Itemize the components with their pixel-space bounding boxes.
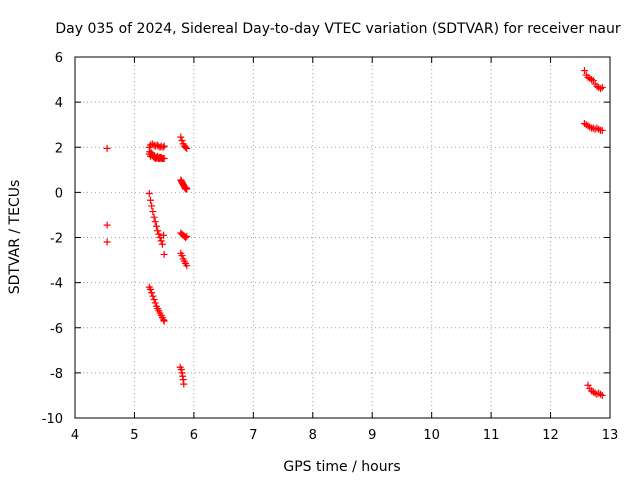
data-point — [150, 213, 158, 221]
data-point — [149, 292, 157, 300]
y-tick-label: 0 — [55, 186, 63, 201]
x-tick-label: 10 — [423, 428, 440, 443]
data-point — [151, 218, 159, 226]
series-cluster-5.8-d — [177, 249, 191, 270]
grid-lines — [75, 57, 610, 418]
x-tick-label: 12 — [542, 428, 559, 443]
data-point — [178, 252, 186, 260]
data-point — [183, 185, 191, 193]
y-tick-label: 6 — [55, 51, 63, 66]
x-tick-label: 7 — [249, 428, 257, 443]
data-point — [584, 381, 592, 389]
data-point — [155, 230, 163, 238]
x-tick-labels: 4 5 6 7 8 9 10 11 12 13 — [71, 428, 618, 443]
series-isolated-early — [103, 144, 111, 246]
series-cluster-12.7-b — [580, 120, 606, 134]
y-tick-label: -4 — [50, 277, 63, 292]
data-point — [160, 231, 168, 239]
data-point — [158, 155, 166, 163]
data-point — [151, 299, 159, 307]
x-tick-label: 4 — [71, 428, 79, 443]
x-tick-label: 5 — [130, 428, 138, 443]
y-tick-label: -6 — [50, 322, 63, 337]
y-tick-label: -2 — [50, 232, 63, 247]
data-point — [148, 202, 156, 210]
data-points — [103, 67, 606, 399]
y-tick-label: -8 — [50, 367, 63, 382]
series-cluster-5.8-a — [177, 133, 191, 152]
data-point — [159, 143, 167, 151]
series-cluster-5.8-c — [177, 229, 191, 241]
data-point — [596, 390, 604, 398]
data-point — [150, 296, 158, 304]
x-axis-label: GPS time / hours — [283, 459, 400, 475]
data-point — [160, 142, 168, 150]
data-point — [148, 289, 156, 297]
plot-frame — [74, 56, 611, 419]
data-point — [183, 262, 191, 270]
data-point — [598, 83, 606, 91]
x-tick-label: 8 — [309, 428, 317, 443]
data-point — [145, 190, 153, 198]
data-point — [149, 208, 157, 216]
series-cluster-5.8-e — [176, 363, 188, 388]
data-point — [183, 144, 191, 152]
data-point — [595, 125, 603, 133]
data-point — [160, 250, 168, 258]
data-point — [160, 317, 168, 325]
x-tick-label: 11 — [483, 428, 500, 443]
data-point — [182, 143, 190, 151]
data-point — [152, 222, 160, 230]
data-point — [180, 380, 188, 388]
data-point — [103, 221, 111, 229]
data-point — [158, 240, 166, 248]
y-axis-label: SDTVAR / TECUs — [7, 180, 23, 295]
x-tick-label: 9 — [368, 428, 376, 443]
data-point — [146, 196, 154, 204]
y-tick-label: 2 — [55, 141, 63, 156]
data-point — [182, 234, 190, 241]
data-point — [154, 227, 162, 235]
y-tick-label: -10 — [42, 412, 63, 427]
x-tick-label: 13 — [602, 428, 619, 443]
data-point — [598, 126, 606, 134]
data-point — [156, 234, 164, 241]
series-cluster-12.7-c — [584, 381, 606, 399]
data-point — [103, 144, 111, 152]
data-point — [178, 136, 186, 144]
series-cluster-5.3-descent — [145, 190, 168, 258]
series-cluster-5.8-b — [177, 176, 191, 193]
data-point — [103, 238, 111, 246]
data-point — [580, 67, 588, 75]
data-point — [146, 285, 154, 293]
data-point — [177, 133, 185, 141]
data-point — [183, 232, 191, 240]
series-cluster-5.3-mid — [145, 148, 168, 163]
y-tick-label: 4 — [55, 96, 63, 111]
chart-title: Day 035 of 2024, Sidereal Day-to-day VTE… — [55, 21, 621, 37]
data-point — [157, 237, 165, 245]
x-tick-label: 6 — [190, 428, 198, 443]
series-cluster-12.7-a — [580, 67, 606, 93]
series-cluster-5.3-low — [145, 283, 168, 325]
y-tick-labels: -10 -8 -6 -4 -2 0 2 4 6 — [42, 51, 63, 427]
data-point — [598, 391, 606, 399]
